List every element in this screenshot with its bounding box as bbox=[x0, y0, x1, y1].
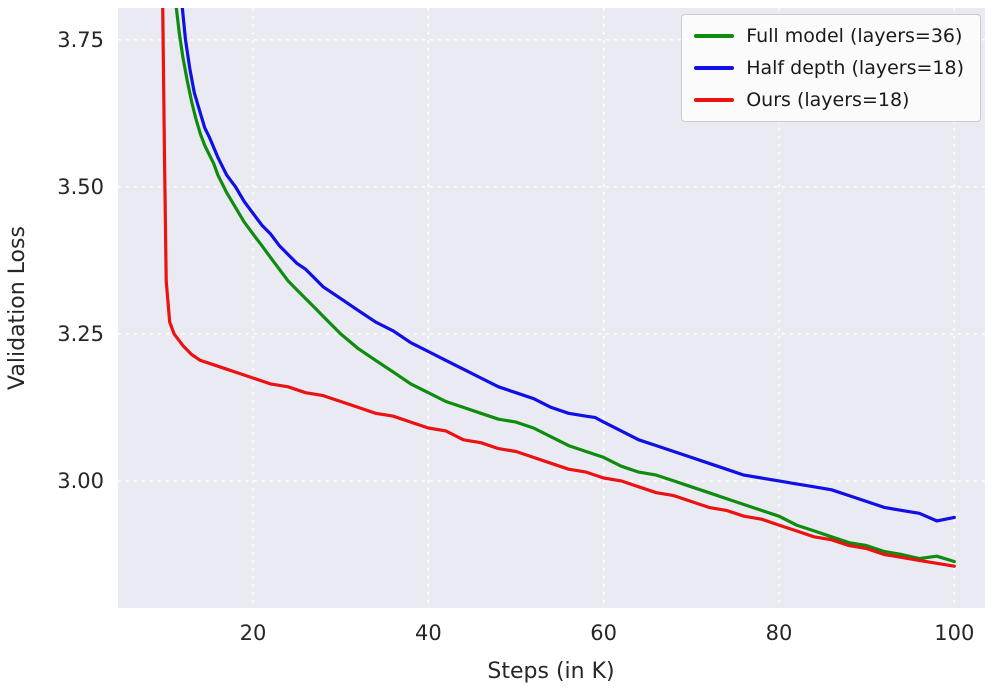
x-tick-label: 40 bbox=[415, 621, 442, 645]
y-tick-label: 3.75 bbox=[57, 28, 104, 52]
y-tick-label: 3.00 bbox=[57, 469, 104, 493]
series-line-0 bbox=[174, 8, 956, 564]
legend-label: Half depth (layers=18) bbox=[746, 56, 964, 79]
series-line-1 bbox=[180, 8, 956, 523]
x-tick-label: 80 bbox=[766, 621, 793, 645]
y-axis-label: Validation Loss bbox=[5, 226, 30, 390]
y-tick-label: 3.25 bbox=[57, 322, 104, 346]
legend-item-full-model: Full model (layers=36) bbox=[694, 25, 964, 48]
x-tick-label: 20 bbox=[240, 621, 267, 645]
legend-label: Ours (layers=18) bbox=[746, 88, 910, 111]
legend-line-swatch bbox=[694, 97, 735, 102]
legend-item-ours: Ours (layers=18) bbox=[694, 89, 964, 112]
legend-line-swatch bbox=[694, 66, 735, 71]
legend-line-swatch bbox=[694, 34, 735, 39]
legend-item-half-depth: Half depth (layers=18) bbox=[694, 57, 964, 80]
x-axis-label: Steps (in K) bbox=[487, 659, 614, 684]
legend-label: Full model (layers=36) bbox=[746, 25, 963, 47]
x-tick-label: 100 bbox=[934, 621, 974, 645]
legend: Full model (layers=36) Half depth (layer… bbox=[681, 14, 981, 123]
series-line-2 bbox=[161, 8, 956, 568]
y-tick-label: 3.50 bbox=[57, 175, 104, 199]
x-tick-label: 60 bbox=[590, 621, 617, 645]
